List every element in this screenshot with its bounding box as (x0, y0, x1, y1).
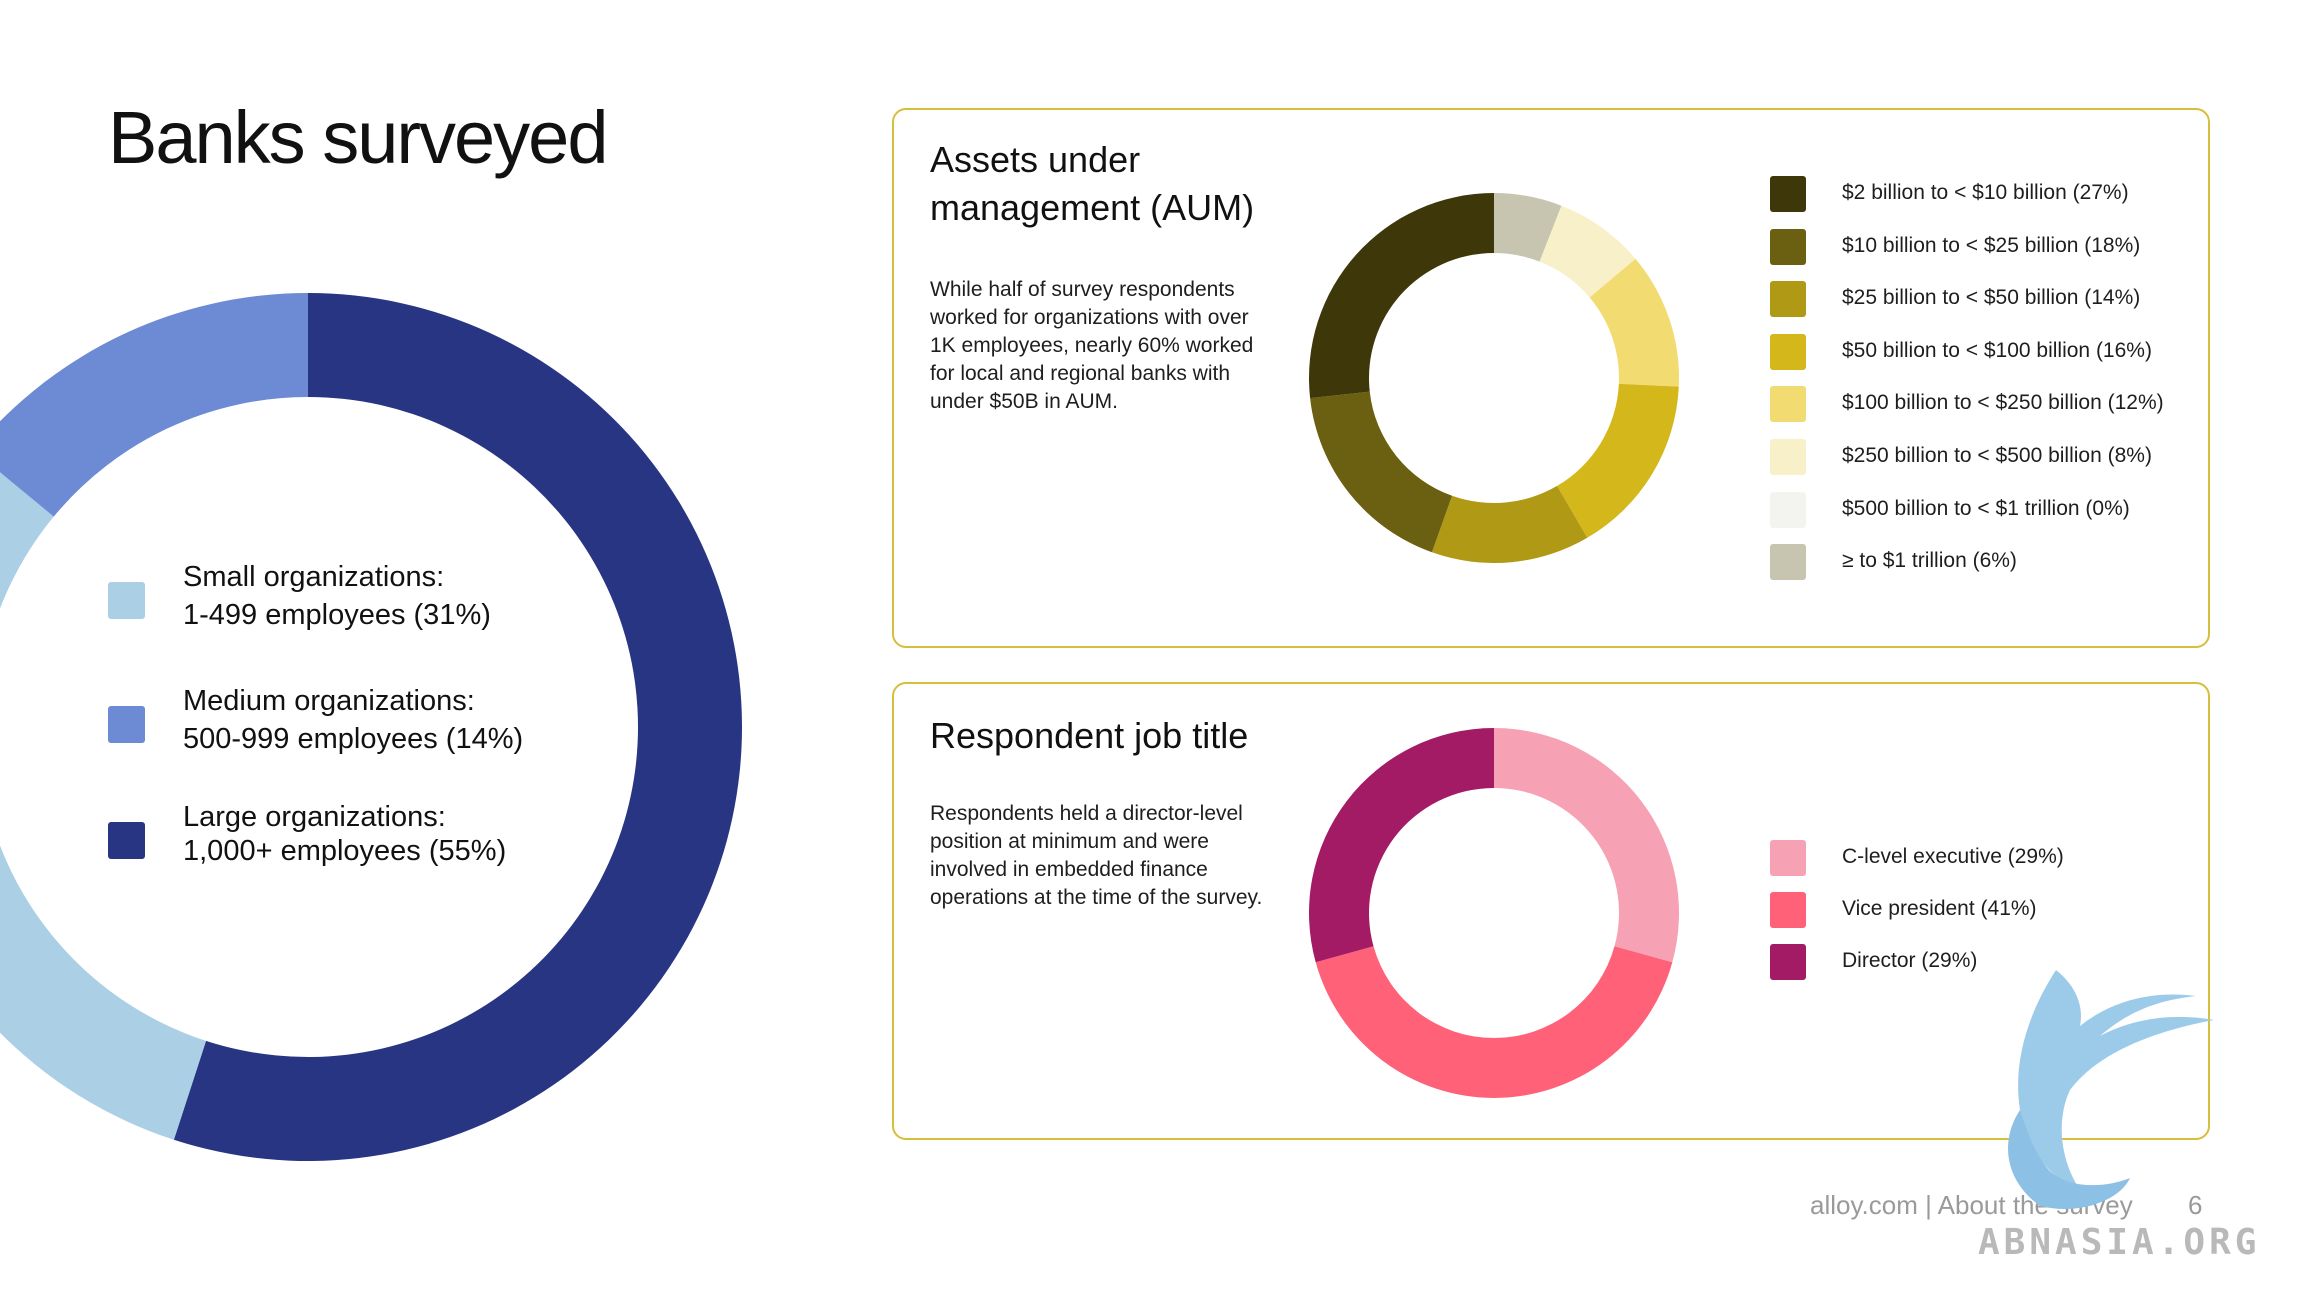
watermark-text: ABNASIA.ORG (1978, 1222, 2261, 1263)
aum-legend-label: $500 billion to < $1 trillion (0%) (1842, 496, 2130, 520)
job-title-slice-vice-president (1315, 946, 1673, 1098)
legend-title-small: Small organizations: (183, 561, 445, 593)
job-title-legend-label: Director (29%) (1842, 949, 1978, 972)
job-title-description: Respondents held a director-level positi… (930, 802, 1263, 909)
aum-legend-label: $50 billion to < $100 billion (16%) (1842, 338, 2152, 362)
legend-detail-small: 1-499 employees (31%) (183, 599, 491, 631)
legend-detail-large: 1,000+ employees (55%) (183, 835, 507, 867)
aum-slice-50-billion-to-100-billion (1557, 383, 1679, 538)
aum-legend-swatch (1770, 386, 1806, 423)
job-title-donut-chart (1309, 728, 1679, 1098)
job-title-legend-label: C-level executive (29%) (1842, 845, 2064, 868)
job-title-slice-c-level-executive (1494, 728, 1679, 963)
legend-detail-medium: 500-999 employees (14%) (183, 723, 524, 755)
job-title-legend-label: Vice president (41%) (1842, 897, 2037, 920)
aum-legend-swatch (1770, 491, 1806, 528)
job-title-card: Respondent job title Respondents held a … (892, 682, 2210, 1140)
aum-slice-10-billion-to-25-billion (1310, 391, 1453, 553)
aum-legend-swatch (1770, 228, 1806, 265)
aum-card: Assets under management (AUM) While half… (892, 108, 2210, 648)
aum-legend-label: $2 billion to < $10 billion (27%) (1842, 181, 2129, 204)
aum-legend-swatch (1770, 333, 1806, 370)
legend-title-medium: Medium organizations: (183, 685, 475, 717)
aum-legend-label: $25 billion to < $50 billion (14%) (1842, 286, 2141, 310)
griffin-logo-icon (2008, 970, 2214, 1210)
aum-legend-label: $250 billion to < $500 billion (8%) (1842, 444, 2152, 467)
banks-slice-medium-organizations (0, 293, 308, 517)
aum-legend-label: $10 billion to < $25 billion (18%) (1842, 233, 2141, 257)
aum-legend: $2 billion to < $10 billion (27%) $10 bil… (1770, 176, 2190, 616)
banks-slice-small-organizations (0, 472, 207, 1140)
aum-slice-250-billion-to-500-billion (1539, 205, 1636, 298)
job-title-slice-director (1309, 728, 1494, 963)
aum-title: Assets under management (AUM) (930, 139, 1255, 228)
aum-legend-swatch (1770, 439, 1806, 475)
job-title-legend-swatch (1770, 840, 1806, 876)
job-title-legend-swatch (1770, 944, 1806, 980)
page-title: Banks surveyed (108, 96, 608, 179)
job-title-legend: C-level executive (29%) Vice president (4… (1770, 840, 2190, 1000)
aum-slice-to-1-trillion (1494, 193, 1562, 262)
aum-slice-100-billion-to-250-billion (1589, 258, 1679, 387)
legend-swatch-small (108, 582, 145, 619)
aum-slice-2-billion-to-10-billion (1309, 193, 1494, 399)
aum-legend-swatch (1770, 544, 1806, 581)
job-title-legend-swatch (1770, 892, 1806, 928)
legend-swatch-medium (108, 706, 145, 743)
aum-description: While half of survey respondents worked … (930, 278, 1254, 413)
aum-legend-swatch (1770, 281, 1806, 318)
legend-swatch-large (108, 822, 145, 859)
aum-legend-label: $100 billion to < $250 billion (12%) (1842, 391, 2164, 415)
aum-donut-chart (1309, 193, 1679, 563)
aum-legend-swatch (1770, 176, 1806, 212)
aum-legend-label: ≥ to $1 trillion (6%) (1842, 549, 2017, 573)
page-number: 6 (2188, 1190, 2203, 1220)
legend-title-large: Large organizations: (183, 801, 446, 833)
banks-slice-large-organizations (173, 293, 742, 1162)
aum-slice-25-billion-to-50-billion (1431, 485, 1588, 563)
job-title-title: Respondent job title (930, 715, 1249, 756)
